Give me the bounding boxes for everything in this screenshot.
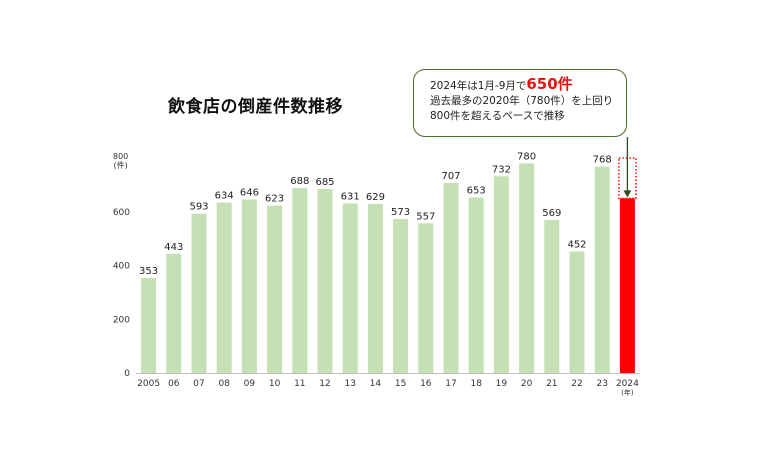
x-tick-label: 2024	[616, 379, 639, 389]
x-tick-label: 10	[269, 379, 281, 389]
bar	[443, 182, 459, 373]
x-tick-label: 18	[470, 379, 482, 389]
bar	[393, 219, 409, 373]
bar	[342, 203, 358, 373]
bar	[241, 199, 257, 373]
bar	[267, 205, 283, 373]
data-label: 768	[593, 155, 612, 166]
callout-arrow-head	[623, 190, 632, 198]
data-label: 623	[265, 194, 284, 205]
y-axis-unit-label: (件)	[113, 161, 128, 170]
data-label: 569	[542, 208, 561, 219]
x-tick-label: 12	[319, 379, 330, 389]
chart-title: 飲食店の倒産件数推移	[168, 97, 343, 117]
bar	[418, 223, 434, 373]
bar	[191, 213, 207, 373]
x-tick-label: 17	[445, 379, 456, 389]
data-label: 629	[366, 192, 385, 203]
bar	[493, 176, 509, 373]
callout-box: 2024年は1月-9月で650件 過去最多の2020年（780件）を上回り 80…	[413, 69, 627, 137]
bar	[141, 278, 157, 373]
data-label: 780	[517, 151, 536, 162]
x-tick-label: 09	[244, 379, 256, 389]
data-label: 443	[164, 242, 183, 253]
bar-2024	[619, 198, 635, 373]
y-axis-unit: 800 (件)	[113, 152, 128, 170]
x-axis-unit: (年)	[621, 388, 634, 397]
bar	[468, 197, 484, 373]
data-label: 452	[567, 240, 586, 251]
callout-line-1: 2024年は1月-9月で650件	[430, 77, 618, 94]
data-label: 634	[215, 191, 234, 202]
bar	[544, 220, 560, 373]
x-tick-label: 20	[521, 379, 533, 389]
y-tick-label: 200	[113, 315, 130, 325]
bar	[519, 163, 535, 373]
bar	[367, 203, 383, 373]
x-tick-label: 08	[218, 379, 230, 389]
x-tick-label: 22	[571, 379, 582, 389]
x-tick-label: 13	[344, 379, 355, 389]
x-tick-label: 16	[420, 379, 432, 389]
data-label: 653	[467, 186, 486, 197]
x-tick-label: 15	[395, 379, 406, 389]
x-tick-label: 21	[546, 379, 557, 389]
y-axis-top-label: 800	[113, 152, 129, 161]
callout-line-3: 800件を超えるペースで推移	[430, 110, 565, 122]
bar	[216, 202, 232, 373]
data-label: 646	[240, 187, 259, 198]
y-tick-label: 600	[113, 208, 130, 218]
bar	[292, 188, 308, 373]
callout-highlight-count: 650件	[526, 75, 573, 93]
callout-line-2: 過去最多の2020年（780件）を上回り	[430, 95, 614, 107]
x-tick-label: 07	[193, 379, 204, 389]
bar	[569, 251, 585, 373]
x-tick-label: 11	[294, 379, 305, 389]
data-label: 631	[341, 191, 360, 202]
data-label: 593	[189, 202, 208, 213]
y-tick-label: 400	[113, 262, 130, 272]
x-tick-label: 2005	[137, 379, 160, 389]
data-label: 353	[139, 266, 158, 277]
x-tick-label: 14	[370, 379, 382, 389]
bar	[166, 253, 182, 373]
x-tick-label: 23	[596, 379, 607, 389]
y-tick-label: 0	[124, 369, 130, 379]
data-label: 557	[416, 211, 435, 222]
callout-line-1-prefix: 2024年は1月-9月で	[430, 80, 527, 92]
data-label: 732	[492, 164, 511, 175]
bar	[594, 166, 610, 373]
x-tick-label: 06	[168, 379, 180, 389]
data-label: 707	[441, 171, 460, 182]
data-label: 685	[315, 177, 334, 188]
data-label: 573	[391, 207, 410, 218]
x-tick-label: 19	[496, 379, 508, 389]
bar	[317, 188, 333, 373]
data-label: 688	[290, 176, 309, 187]
